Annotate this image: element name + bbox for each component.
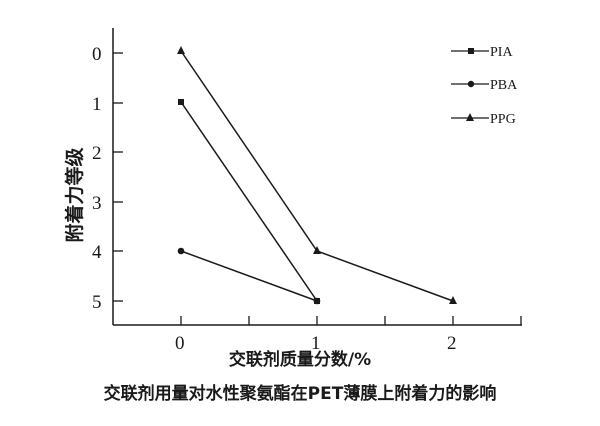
y-tick-label: 1 <box>92 94 102 115</box>
x-ticks <box>180 316 522 325</box>
series-pba <box>177 247 321 305</box>
circle-marker-icon <box>313 297 321 305</box>
legend-label-pba: PBA <box>490 78 518 93</box>
circle-marker-icon <box>467 80 475 88</box>
y-tick-label: 5 <box>92 292 102 313</box>
x-axis-label: 交联剂质量分数/% <box>228 350 372 370</box>
x-tick-label: 0 <box>175 333 185 354</box>
legend-label-pia: PIA <box>490 45 513 60</box>
triangle-marker-icon <box>449 296 457 304</box>
figure-caption: 交联剂用量对水性聚氨酯在PET薄膜上附着力的影响 <box>103 384 497 404</box>
series-ppg <box>177 46 457 304</box>
series-pia <box>178 99 320 304</box>
triangle-marker-icon <box>313 246 321 254</box>
y-tick-label: 0 <box>92 44 102 65</box>
triangle-marker-icon <box>466 113 474 121</box>
square-marker-icon <box>468 48 474 54</box>
y-tick-label: 2 <box>92 143 102 164</box>
y-ticks <box>113 52 123 302</box>
y-tick-label: 3 <box>92 193 102 214</box>
legend: PIA PBA PPG <box>451 45 518 127</box>
triangle-marker-icon <box>177 46 185 54</box>
x-tick-label: 1 <box>311 333 321 354</box>
x-tick-label: 2 <box>447 333 457 354</box>
y-tick-label: 4 <box>92 242 102 263</box>
y-axis-label: 附着力等级 <box>63 147 86 242</box>
square-marker-icon <box>178 99 184 105</box>
circle-marker-icon <box>177 247 185 255</box>
legend-label-ppg: PPG <box>490 112 516 127</box>
